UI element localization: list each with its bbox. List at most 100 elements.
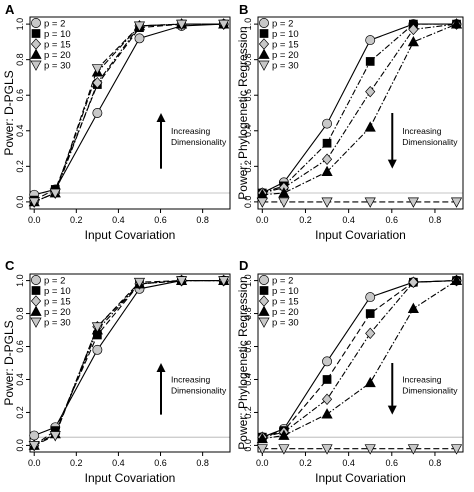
x-tick-label: 0.6 — [386, 458, 399, 468]
legend-label: p = 15 — [44, 297, 71, 308]
y-tick-label: 1.0 — [15, 18, 25, 31]
x-tick-label: 0.4 — [342, 458, 355, 468]
legend-label: p = 20 — [272, 307, 299, 318]
series-line-p20 — [262, 280, 457, 440]
data-point-p20 — [364, 121, 376, 132]
legend-label: p = 10 — [272, 286, 299, 297]
data-point-p10 — [365, 309, 375, 318]
data-point-p30 — [91, 64, 103, 75]
data-point-p2 — [29, 430, 40, 441]
y-tick-label: 0.6 — [15, 89, 25, 102]
x-tick-label: 0.2 — [299, 458, 312, 468]
y-tick-label: 0.2 — [15, 160, 25, 173]
data-point-p20 — [364, 376, 376, 388]
series-line-p15 — [262, 280, 457, 438]
data-point-p20 — [407, 35, 419, 47]
legend-marker — [258, 317, 270, 328]
data-point-p15 — [408, 23, 419, 36]
data-point-p20 — [407, 302, 419, 313]
legend-marker — [31, 275, 41, 285]
legend-label: p = 2 — [44, 276, 65, 287]
y-tick-label: 1.0 — [15, 274, 25, 287]
data-point-p2 — [322, 118, 333, 129]
legend-label: p = 20 — [44, 50, 71, 61]
legend-label: p = 2 — [272, 19, 293, 30]
panel-label: B — [239, 2, 248, 17]
y-axis-label: Power: Phylogenetic Regression — [236, 26, 250, 199]
panel-b: B 0.0 0.2 0.4 0.6 0.8 0.0 0.2 0.4 0.6 0.8 1.0 Input … — [236, 2, 464, 242]
y-tick-label: 0.8 — [15, 53, 25, 66]
y-tick-label: 0.6 — [15, 340, 25, 353]
data-point-p10 — [322, 375, 332, 384]
arrow-head — [156, 113, 166, 122]
legend-label: p = 2 — [272, 276, 293, 287]
legend-label: p = 10 — [44, 286, 71, 297]
annotation-text: Increasing — [171, 126, 210, 136]
y-tick-label: 0.0 — [243, 439, 253, 452]
data-point-p15 — [408, 276, 419, 288]
legend-marker — [258, 38, 270, 50]
y-tick-label: 0.2 — [243, 406, 253, 419]
plot-frame — [257, 16, 464, 210]
data-point-p20 — [278, 187, 290, 198]
x-axis-label: Input Covariation — [85, 228, 176, 242]
legend-label: p = 20 — [44, 307, 71, 318]
panel-label: D — [239, 258, 248, 273]
y-axis-label: Power: Phylogenetic Regression — [236, 276, 250, 449]
legend-marker — [258, 48, 270, 59]
x-tick-label: 0.0 — [256, 458, 269, 468]
y-tick-label: 0.8 — [243, 53, 253, 66]
data-point-p15 — [365, 85, 376, 98]
legend-label: p = 15 — [272, 40, 299, 51]
data-point-p30 — [364, 444, 376, 455]
data-point-p15 — [321, 393, 333, 405]
panel-a: A 0.0 0.2 0.4 0.6 0.8 0.0 0.2 0.4 0.6 0.8 1.0 Input … — [2, 2, 231, 242]
data-point-p2 — [322, 356, 333, 367]
panel-d: D 0.0 0.2 0.4 0.6 0.8 0.0 0.2 0.4 0.6 0.8 1.0 Input … — [236, 258, 464, 485]
legend-label: p = 2 — [44, 19, 65, 30]
data-point-p15 — [321, 153, 333, 165]
legend-label: p = 15 — [44, 40, 71, 51]
x-tick-label: 0.2 — [299, 215, 312, 225]
data-point-p2 — [134, 33, 145, 44]
y-tick-label: 0.4 — [243, 125, 253, 138]
data-point-p10 — [365, 57, 375, 66]
x-tick-label: 0.8 — [196, 215, 209, 225]
x-tick-label: 0.0 — [28, 458, 41, 468]
legend-marker — [31, 286, 41, 295]
data-point-p30 — [278, 197, 290, 208]
data-point-p30 — [450, 444, 463, 455]
x-tick-label: 0.6 — [154, 458, 167, 468]
x-tick-label: 0.4 — [342, 215, 355, 225]
x-axis-label: Input Covariation — [85, 471, 176, 485]
data-point-p2 — [365, 292, 376, 303]
legend-marker — [259, 275, 269, 285]
x-tick-label: 0.4 — [112, 458, 125, 468]
x-tick-label: 0.0 — [256, 215, 269, 225]
legend-marker — [258, 60, 270, 71]
legend-label: p = 20 — [272, 50, 299, 61]
legend-marker — [259, 29, 269, 38]
x-tick-label: 0.2 — [70, 458, 83, 468]
data-point-p30 — [133, 21, 146, 32]
legend-label: p = 30 — [44, 61, 71, 72]
series-line-p10 — [262, 23, 457, 194]
data-point-p30 — [49, 188, 61, 199]
series-line-p20 — [262, 23, 457, 196]
legend-marker — [30, 305, 42, 316]
y-tick-label: 0.2 — [243, 160, 253, 173]
y-axis-label: Power: D-PGLS — [2, 70, 16, 155]
y-tick-label: 0.0 — [15, 439, 25, 452]
y-tick-label: 0.0 — [15, 196, 25, 209]
data-point-p20 — [450, 274, 463, 285]
x-tick-label: 0.6 — [154, 215, 167, 225]
annotation-text: Dimensionality — [171, 137, 227, 147]
y-tick-label: 0.6 — [243, 340, 253, 353]
y-tick-label: 1.0 — [243, 274, 253, 287]
arrow-head — [156, 363, 166, 372]
data-point-p30 — [364, 197, 376, 208]
x-tick-label: 0.8 — [429, 458, 442, 468]
legend-label: p = 10 — [44, 29, 71, 40]
legend-marker — [30, 48, 42, 59]
